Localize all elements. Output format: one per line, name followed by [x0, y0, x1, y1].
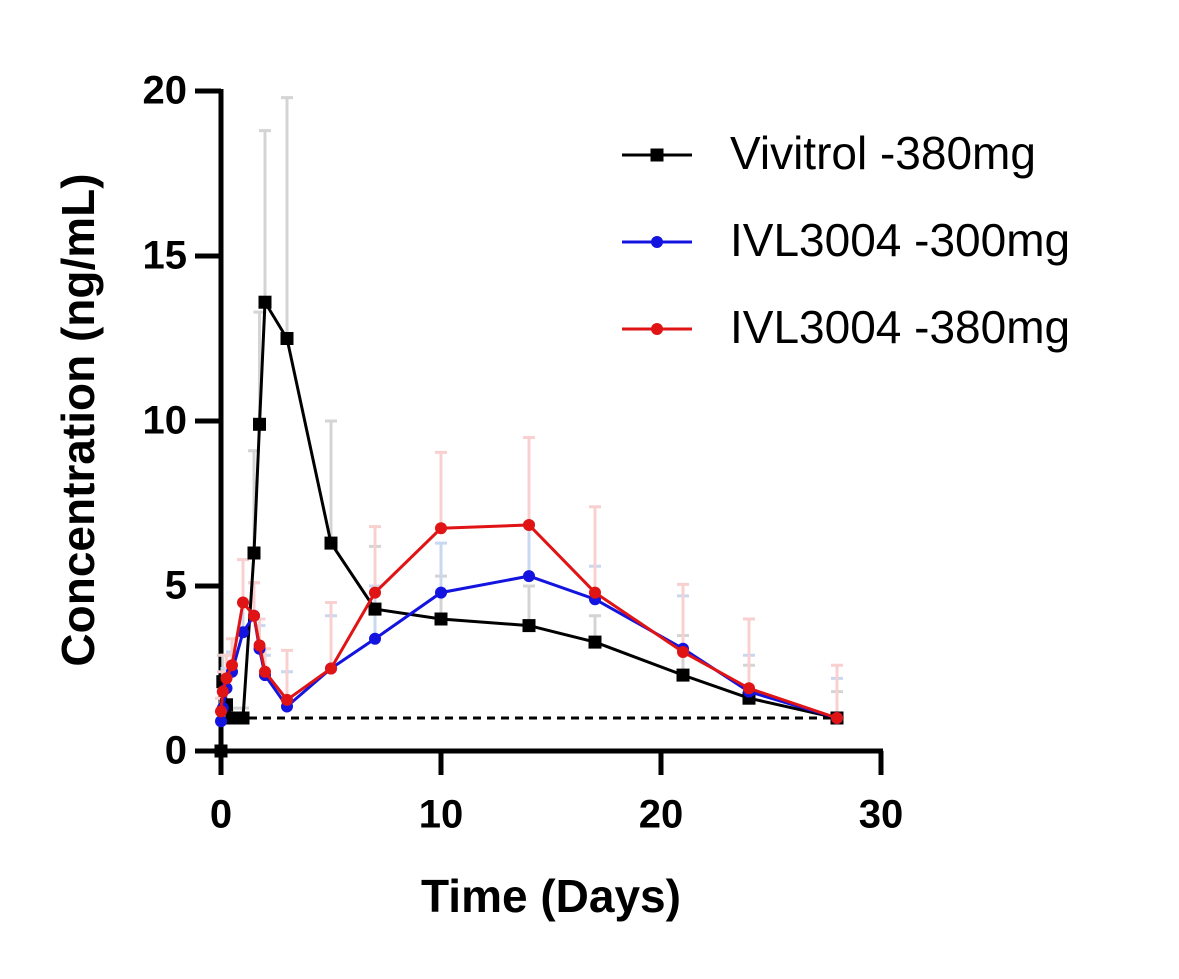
marker — [369, 586, 381, 599]
marker — [588, 635, 602, 649]
marker — [831, 712, 843, 724]
y-tick-label: 5 — [165, 564, 187, 608]
marker — [215, 705, 227, 718]
marker — [247, 546, 261, 560]
marker — [248, 609, 260, 622]
marker — [523, 570, 535, 583]
marker — [253, 639, 266, 652]
marker — [253, 417, 266, 431]
y-axis-title: Concentration (ng/mL) — [52, 173, 104, 666]
error-bar — [369, 525, 381, 593]
marker — [259, 665, 271, 678]
x-tick-label: 20 — [639, 793, 684, 837]
marker — [225, 711, 239, 725]
marker — [522, 619, 536, 633]
marker — [214, 744, 228, 758]
marker — [280, 332, 294, 345]
marker — [589, 586, 601, 599]
legend-marker — [651, 236, 663, 248]
error-bar — [259, 129, 271, 303]
error-bar — [237, 558, 249, 603]
error-bar — [281, 96, 293, 339]
x-tick-label: 0 — [210, 793, 232, 837]
marker — [281, 693, 293, 706]
marker — [677, 646, 689, 658]
y-tick-label: 0 — [165, 729, 187, 773]
marker — [237, 626, 249, 639]
marker — [743, 682, 755, 695]
error-bar — [281, 648, 293, 700]
marker — [226, 659, 238, 672]
marker — [435, 522, 447, 535]
marker — [237, 596, 249, 609]
marker — [325, 662, 337, 675]
y-tick-label: 20 — [143, 69, 188, 113]
marker — [435, 586, 447, 599]
legend-label: Vivitrol -380mg — [730, 127, 1036, 179]
legend-label: IVL3004 -300mg — [730, 214, 1070, 266]
legend-marker — [650, 148, 664, 162]
error-bar — [677, 582, 689, 652]
marker — [369, 632, 381, 645]
x-tick-label: 10 — [419, 793, 464, 837]
marker — [324, 536, 338, 550]
error-bar — [589, 505, 601, 593]
y-tick-label: 10 — [143, 399, 188, 443]
legend-label: IVL3004 -380mg — [730, 301, 1070, 353]
error-bar — [325, 601, 337, 669]
marker — [236, 711, 250, 725]
error-bar — [743, 617, 755, 689]
x-axis-title: Time (Days) — [421, 870, 681, 922]
legend-marker — [651, 323, 663, 335]
marker — [216, 685, 229, 698]
error-bar — [435, 541, 447, 593]
marker — [215, 715, 227, 728]
y-tick-label: 15 — [143, 234, 188, 278]
marker — [368, 602, 382, 616]
marker — [258, 295, 272, 309]
error-bar — [523, 436, 535, 525]
error-bar — [325, 419, 337, 544]
marker — [676, 668, 690, 682]
marker — [220, 672, 233, 685]
marker — [523, 518, 535, 531]
x-tick-label: 30 — [859, 793, 904, 837]
error-bar — [435, 450, 447, 529]
error-bar — [831, 663, 843, 718]
error-bar — [523, 584, 535, 626]
marker — [434, 612, 448, 626]
